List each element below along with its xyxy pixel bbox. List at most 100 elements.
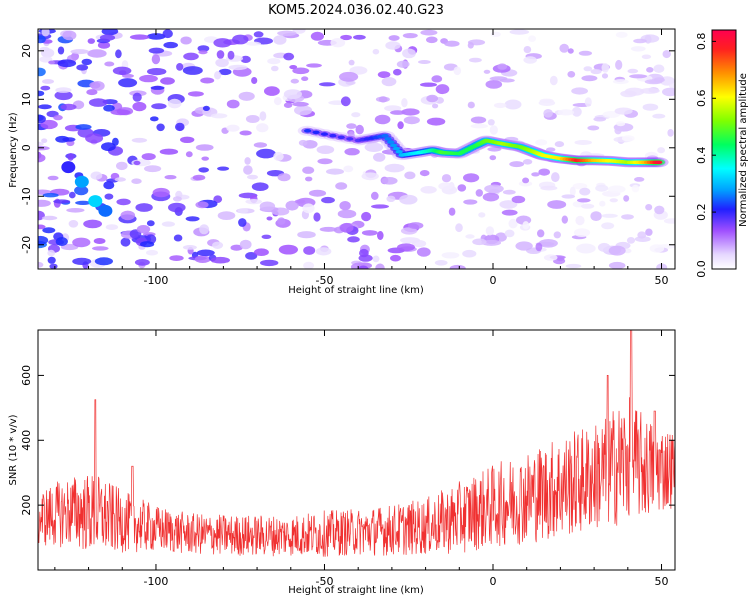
heatmap-noise-blob xyxy=(67,153,74,161)
heatmap-noise-blob xyxy=(640,87,660,94)
heatmap-noise-blob xyxy=(470,116,487,124)
heatmap-noise-blob xyxy=(156,123,165,132)
heatmap-noise-blob xyxy=(340,96,351,107)
heatmap-noise-blob xyxy=(99,34,116,41)
heatmap-noise-blob xyxy=(245,115,260,123)
heatmap-frame xyxy=(37,28,676,270)
heatmap-noise-blob xyxy=(38,261,44,268)
heatmap-noise-blob xyxy=(633,38,647,44)
heatmap-noise-blob xyxy=(317,158,333,165)
heatmap-noise-blob xyxy=(122,73,134,78)
heatmap-noise-blob xyxy=(116,161,128,171)
heatmap-noise-blob xyxy=(247,174,258,180)
snr-y-axis-label: SNR (10 * v/v) xyxy=(8,414,19,485)
heatmap-noise-blob xyxy=(40,85,51,91)
heatmap-noise-blob xyxy=(522,177,530,184)
heatmap-noise-blob xyxy=(60,243,79,251)
heatmap-noise-blob xyxy=(277,30,297,36)
heatmap-noise-blob xyxy=(167,98,182,109)
heatmap-noise-blob xyxy=(535,242,543,252)
heatmap-y-axis-label: Frequency (Hz) xyxy=(8,112,19,188)
heatmap-noise-blob xyxy=(38,141,44,147)
heatmap-noise-blob xyxy=(467,42,474,49)
heatmap-noise-blob xyxy=(522,221,530,230)
heatmap-noise-blob xyxy=(172,196,182,202)
heatmap-noise-blob xyxy=(444,40,460,47)
heatmap-noise-blob xyxy=(393,68,402,76)
heatmap-noise-blob xyxy=(538,100,556,106)
heatmap-noise-blob xyxy=(553,231,561,239)
heatmap-noise-blob xyxy=(86,89,98,96)
heatmap-noise-blob xyxy=(667,129,674,137)
heatmap-noise-blob xyxy=(624,87,645,96)
heatmap-noise-blob xyxy=(511,195,526,204)
heatmap-noise-blob xyxy=(92,246,109,251)
heatmap-noise-blob xyxy=(245,252,258,260)
heatmap-noise-blob xyxy=(485,226,495,236)
heatmap-noise-blob xyxy=(114,177,127,182)
heatmap-noise-blob xyxy=(463,199,478,205)
heatmap-noise-blob xyxy=(47,249,55,257)
heatmap-noise-blob xyxy=(132,92,142,102)
heatmap-noise-blob xyxy=(364,142,384,152)
heatmap-noise-blob xyxy=(131,178,142,184)
heatmap-noise-blob xyxy=(267,58,281,65)
heatmap-noise-blob xyxy=(85,133,104,144)
heatmap-noise-blob xyxy=(569,186,576,197)
heatmap-noise-blob xyxy=(164,175,177,180)
heatmap-x-ticks: -100 -50 0 50 xyxy=(54,29,669,287)
heatmap-noise-blob xyxy=(260,259,279,267)
heatmap-ridge-cell xyxy=(320,132,329,136)
heatmap-noise-blob xyxy=(259,111,267,121)
heatmap-noise-blob xyxy=(518,180,533,187)
heatmap-noise-blob xyxy=(81,58,93,66)
heatmap-noise-blob xyxy=(372,48,380,55)
heatmap-noise-blob xyxy=(55,87,72,93)
heatmap-noise-blob xyxy=(38,224,46,230)
heatmap-noise-blob xyxy=(133,160,141,166)
heatmap-feature-blob xyxy=(88,195,103,208)
heatmap-noise-blob xyxy=(283,102,293,108)
y-tick-label: 600 xyxy=(20,365,33,386)
heatmap-noise-blob xyxy=(663,218,675,224)
heatmap-noise-blob xyxy=(361,230,378,236)
heatmap-noise-blob xyxy=(273,97,282,106)
heatmap-noise-blob xyxy=(523,46,532,54)
heatmap-noise-blob xyxy=(509,29,530,35)
heatmap-noise-blob xyxy=(40,119,58,130)
heatmap-noise-blob xyxy=(375,96,390,103)
heatmap-feature-blob xyxy=(74,175,89,188)
heatmap-ridge-cell xyxy=(346,137,354,141)
heatmap-noise-blob xyxy=(152,187,170,198)
heatmap-noise-blob xyxy=(201,156,209,161)
heatmap-noise-blob xyxy=(238,91,255,101)
heatmap-noise-blob xyxy=(57,46,65,55)
heatmap-noise-blob xyxy=(183,52,199,61)
heatmap-noise-blob xyxy=(347,236,360,243)
colorbar-tick-label: 0.2 xyxy=(695,203,708,221)
heatmap-noise-blob xyxy=(185,216,200,222)
heatmap-noise-blob xyxy=(173,234,183,242)
heatmap-noise-blob xyxy=(75,124,92,130)
snr-panel: -100 -50 0 50 200 400 600 Height of straight … xyxy=(8,329,676,596)
heatmap-noise-blob xyxy=(303,261,315,269)
heatmap-noise-blob xyxy=(72,237,91,248)
heatmap-noise-blob xyxy=(112,66,132,76)
heatmap-noise-blob xyxy=(42,193,59,198)
heatmap-noise-blob xyxy=(110,109,131,116)
heatmap-noise-blob xyxy=(502,189,516,195)
heatmap-noise-blob xyxy=(543,109,553,118)
snr-y-ticks: 200 400 600 xyxy=(20,365,675,516)
heatmap-noise-blob xyxy=(103,181,115,190)
heatmap-noise-blob xyxy=(218,68,232,76)
heatmap-noise-blob xyxy=(645,204,653,211)
heatmap-noise-blob xyxy=(523,56,537,64)
heatmap-noise-blob xyxy=(294,105,313,116)
heatmap-noise-blob xyxy=(197,45,210,52)
heatmap-noise-blob xyxy=(641,54,652,60)
heatmap-noise-blob xyxy=(551,172,560,183)
heatmap-noise-blob xyxy=(575,215,585,226)
chart-title: KOM5.2024.036.02.40.G23 xyxy=(268,3,444,18)
heatmap-noise-blob xyxy=(253,142,268,148)
heatmap-noise-blob xyxy=(70,49,90,55)
